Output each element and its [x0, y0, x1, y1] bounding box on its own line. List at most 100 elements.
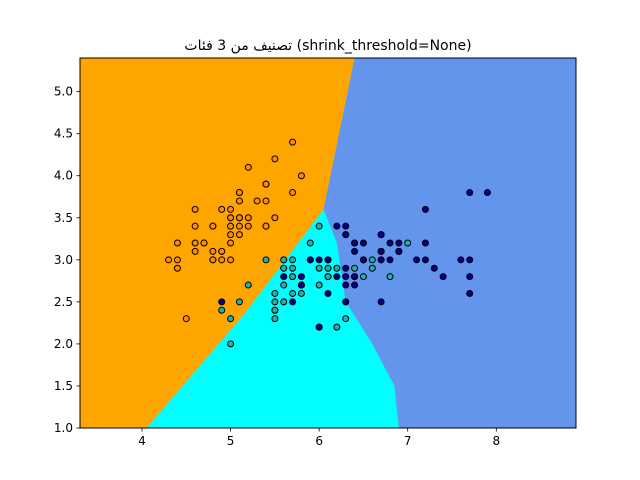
class-1-point — [262, 256, 270, 264]
y-tick-label: 1.0 — [54, 421, 73, 435]
class-1-point — [359, 273, 367, 281]
class-1-point — [368, 264, 376, 272]
class-0-point — [227, 256, 235, 264]
class-0-point — [227, 222, 235, 230]
class-0-point — [289, 189, 297, 197]
class-2-point — [466, 273, 474, 281]
class-0-point — [227, 205, 235, 213]
class-1-point — [235, 298, 243, 306]
class-0-point — [262, 180, 270, 188]
class-2-point — [333, 273, 341, 281]
x-tick-label: 8 — [492, 434, 500, 448]
class-2-point — [359, 239, 367, 247]
class-0-point — [244, 214, 252, 222]
class-0-region — [80, 58, 355, 428]
class-1-point — [289, 289, 297, 297]
class-0-point — [191, 222, 199, 230]
class-2-point — [289, 298, 297, 306]
class-0-point — [244, 222, 252, 230]
class-1-point — [280, 256, 288, 264]
class-1-point — [351, 264, 359, 272]
class-1-point — [289, 273, 297, 281]
class-2-point — [377, 231, 385, 239]
class-2-point — [377, 256, 385, 264]
class-2-point — [342, 222, 350, 230]
class-0-point — [262, 197, 270, 205]
x-tick-label: 6 — [315, 434, 323, 448]
class-0-point — [218, 247, 226, 255]
class-2-region — [323, 58, 576, 428]
class-1-point — [404, 239, 412, 247]
class-0-point — [235, 189, 243, 197]
class-0-point — [227, 214, 235, 222]
class-2-point — [315, 323, 323, 331]
class-0-point — [244, 163, 252, 171]
class-0-point — [289, 138, 297, 146]
class-2-series — [218, 189, 491, 331]
y-axis: 1.0 1.5 2.0 2.5 3.0 3.5 4.0 4.5 5.0 — [54, 85, 80, 435]
class-1-point — [306, 239, 314, 247]
y-tick-label: 2.5 — [54, 295, 73, 309]
class-2-point — [466, 256, 474, 264]
class-0-point — [297, 172, 305, 180]
class-2-point — [351, 247, 359, 255]
class-2-point — [466, 289, 474, 297]
y-tick-label: 1.5 — [54, 379, 73, 393]
class-1-point — [289, 264, 297, 272]
class-2-point — [386, 256, 394, 264]
class-1-point — [333, 264, 341, 272]
class-1-point — [280, 264, 288, 272]
class-2-point — [413, 256, 421, 264]
class-2-point — [324, 289, 332, 297]
class-2-point — [297, 281, 305, 289]
class-1-point — [289, 256, 297, 264]
class-2-point — [430, 264, 438, 272]
class-2-point — [351, 239, 359, 247]
y-tick-label: 2.0 — [54, 337, 73, 351]
class-0-point — [173, 256, 181, 264]
class-1-point — [324, 264, 332, 272]
class-1-point — [315, 281, 323, 289]
class-0-point — [191, 239, 199, 247]
class-0-point — [262, 222, 270, 230]
class-2-point — [342, 231, 350, 239]
class-2-point — [421, 256, 429, 264]
class-2-point — [377, 298, 385, 306]
class-0-point — [173, 264, 181, 272]
class-0-point — [218, 205, 226, 213]
scatter-points — [165, 138, 491, 348]
class-0-point — [227, 239, 235, 247]
class-2-point — [466, 189, 474, 197]
class-1-point — [218, 306, 226, 314]
x-tick-label: 5 — [227, 434, 235, 448]
class-2-point — [342, 281, 350, 289]
y-tick-label: 3.0 — [54, 253, 73, 267]
class-0-point — [209, 247, 217, 255]
class-2-point — [351, 281, 359, 289]
class-1-point — [280, 298, 288, 306]
class-0-point — [227, 231, 235, 239]
class-0-series — [165, 138, 305, 323]
class-2-point — [218, 298, 226, 306]
class-2-point — [351, 273, 359, 281]
class-2-point — [342, 264, 350, 272]
class-1-point — [244, 281, 252, 289]
x-axis: 4 5 6 7 8 — [138, 428, 500, 448]
class-1-point — [280, 281, 288, 289]
class-0-point — [200, 239, 208, 247]
class-0-point — [235, 214, 243, 222]
class-2-point — [421, 239, 429, 247]
y-tick-label: 5.0 — [54, 85, 73, 99]
class-0-point — [235, 231, 243, 239]
class-0-point — [235, 197, 243, 205]
class-2-point — [483, 189, 491, 197]
class-2-point — [395, 239, 403, 247]
class-0-point — [253, 197, 261, 205]
class-1-point — [271, 298, 279, 306]
class-2-point — [342, 298, 350, 306]
class-0-point — [173, 239, 181, 247]
class-0-point — [191, 247, 199, 255]
x-tick-label: 4 — [138, 434, 146, 448]
class-2-point — [359, 256, 367, 264]
